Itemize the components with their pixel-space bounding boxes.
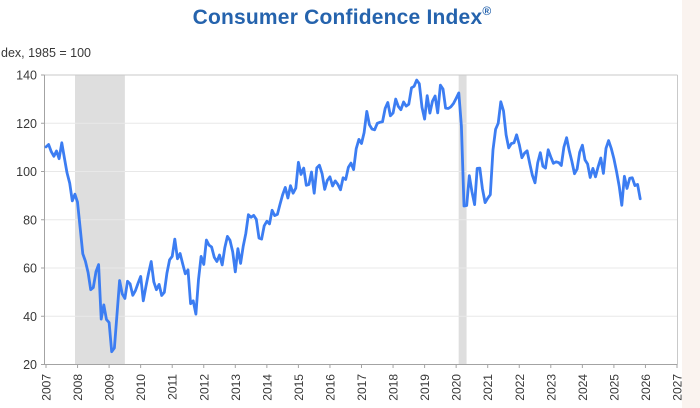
x-axis-tick-label: 2008	[71, 374, 85, 401]
x-axis-tick-label: 2018	[387, 374, 401, 401]
x-axis-tick-label: 2013	[229, 374, 243, 401]
y-axis-tick-label: 120	[16, 117, 37, 131]
chart-title-text: Consumer Confidence Index	[192, 6, 483, 29]
y-axis-tick-label: 40	[23, 310, 37, 324]
y-axis-tick-label: 100	[16, 165, 37, 179]
x-axis-tick-label: 2012	[197, 374, 211, 401]
x-axis-tick-label: 2026	[639, 374, 653, 401]
registered-trademark-symbol: ®	[482, 4, 492, 18]
x-axis-tick-label: 2011	[166, 374, 180, 400]
x-axis-tick-label: 2019	[418, 374, 432, 401]
x-axis-tick-label: 2010	[134, 374, 148, 401]
y-axis-tick-label: 60	[23, 262, 37, 276]
chart-title: Consumer Confidence Index®	[0, 4, 684, 30]
x-axis-tick-label: 2020	[450, 374, 464, 401]
x-axis-tick-label: 2009	[103, 374, 117, 401]
x-axis-tick-label: 2015	[292, 374, 306, 401]
x-axis-tick-label: 2016	[323, 374, 337, 401]
x-axis-tick-label: 2025	[607, 374, 621, 401]
x-axis-tick-label: 2014	[260, 374, 274, 401]
x-axis-tick-label: 2017	[355, 374, 369, 401]
axis-unit-label: dex, 1985 = 100	[1, 46, 92, 60]
y-axis-tick-label: 80	[23, 213, 37, 227]
x-axis-tick-label: 2027	[671, 374, 685, 401]
x-axis-tick-label: 2007	[40, 374, 54, 401]
y-axis-tick-label: 140	[16, 69, 37, 83]
x-axis-tick-label: 2024	[576, 374, 590, 401]
x-axis-tick-label: 2023	[544, 374, 558, 401]
page-edge-strip	[682, 0, 700, 408]
cci-line-series	[44, 78, 642, 354]
x-axis-tick-label: 2022	[513, 374, 527, 401]
y-axis-tick-label: 20	[23, 358, 37, 372]
x-axis-tick-label: 2021	[481, 374, 495, 401]
